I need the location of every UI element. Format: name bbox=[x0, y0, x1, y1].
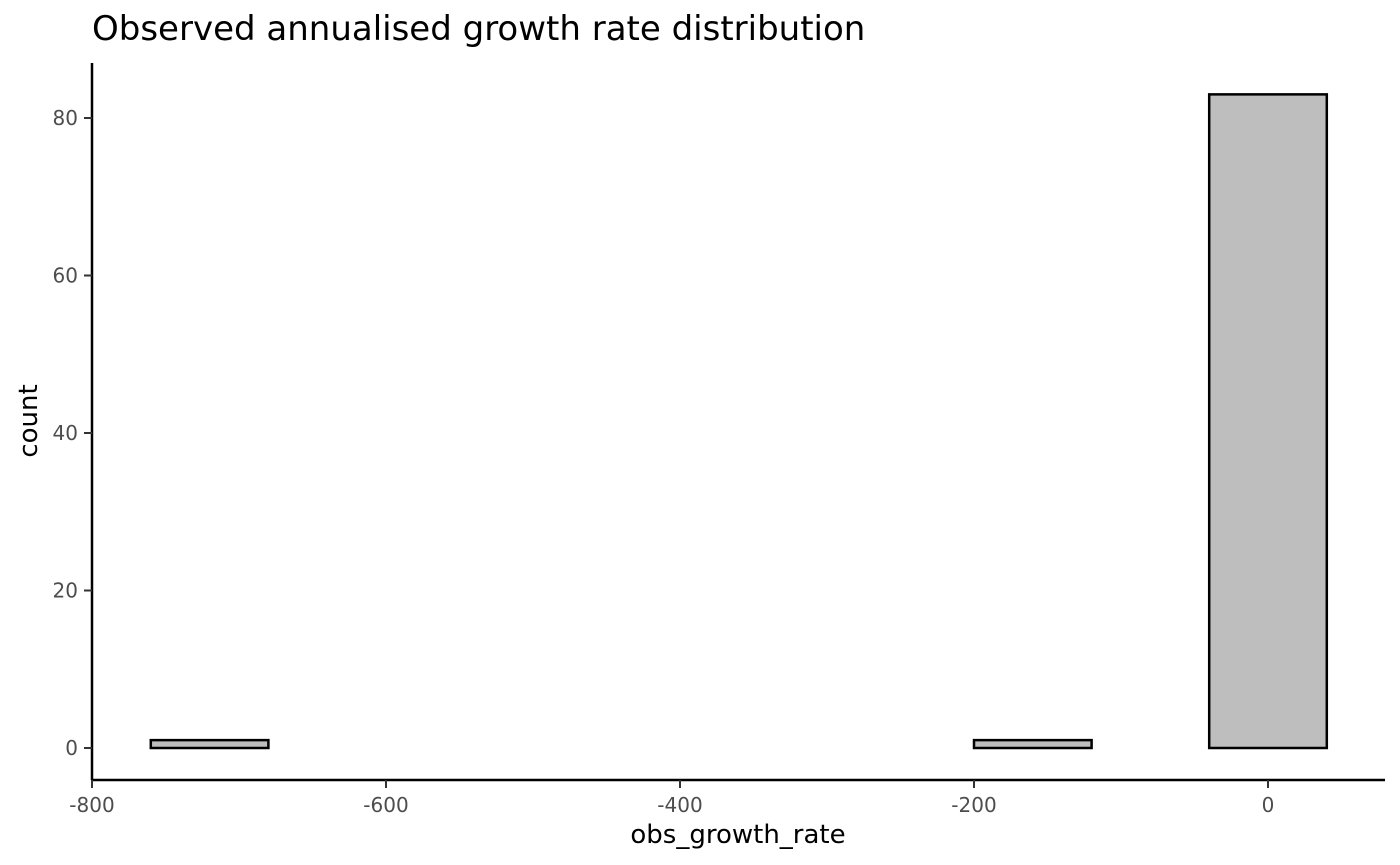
chart-title: Observed annualised growth rate distribu… bbox=[92, 9, 865, 49]
x-axis-title: obs_growth_rate bbox=[630, 820, 845, 850]
bars-group bbox=[149, 93, 1329, 750]
y-tick-label: 80 bbox=[53, 106, 78, 130]
y-axis-title: count bbox=[14, 384, 44, 457]
histogram-bar bbox=[1207, 93, 1329, 750]
y-tick-label: 40 bbox=[53, 421, 78, 445]
y-tick-label: 20 bbox=[53, 579, 78, 603]
x-tick-label: -400 bbox=[657, 793, 702, 817]
histogram-bar bbox=[972, 738, 1093, 750]
axes-group: -800 -600 -400 -200 0 0 20 40 60 80 bbox=[53, 63, 1385, 817]
x-tick-label: -200 bbox=[951, 793, 996, 817]
y-tick-label: 60 bbox=[53, 264, 78, 288]
y-tick-label: 0 bbox=[65, 736, 78, 760]
histogram-bar bbox=[149, 738, 270, 750]
x-tick-label: -800 bbox=[69, 793, 114, 817]
x-tick-label: 0 bbox=[1262, 793, 1275, 817]
x-tick-label: -600 bbox=[363, 793, 408, 817]
